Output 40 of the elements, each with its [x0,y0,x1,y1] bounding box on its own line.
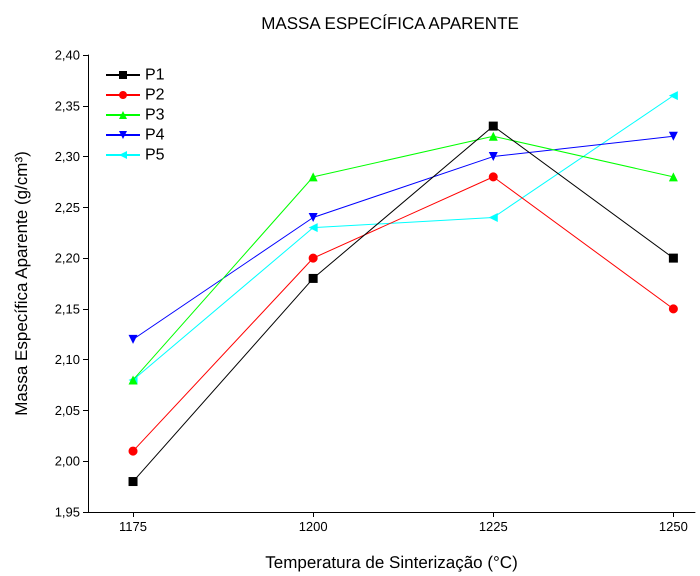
legend-label: P3 [145,106,165,124]
point [668,132,678,141]
chart-title: MASSA ESPECÍFICA APARENTE [261,14,519,33]
legend-label: P4 [145,126,165,144]
point [668,304,678,314]
point [128,446,138,456]
y-axis-title: Massa Específica Aparente (g/cm³) [12,151,31,416]
x-tick-label: 1225 [478,519,508,534]
x-tick-label: 1250 [658,519,688,534]
y-tick-label: 2,20 [54,250,80,266]
y-tick-label: 2,10 [54,352,80,368]
point [668,91,678,100]
y-tick-label: 2,25 [54,200,80,215]
point [488,212,498,222]
legend-label: P5 [145,146,165,164]
point [488,152,498,162]
point [308,172,318,182]
y-tick-label: 2,30 [54,149,80,164]
point [488,122,498,131]
y-tick-label: 1,95 [54,504,80,520]
point [308,212,318,222]
y-tick-label: 2,15 [54,301,80,316]
x-axis-title: Temperatura de Sinterização (°C) [265,553,518,572]
point [128,477,138,486]
x-tick-label: 1200 [298,519,328,534]
point [668,254,678,263]
point [128,334,138,344]
legend-label: P2 [145,86,165,104]
point [308,223,318,232]
y-tick-label: 2,40 [54,48,80,62]
point [308,274,318,283]
y-tick-label: 2,00 [54,454,80,469]
x-tick-label: 1175 [119,519,148,534]
legend-label: P1 [145,66,165,84]
point [668,172,678,182]
point [488,132,498,141]
point [488,172,498,182]
y-tick-label: 2,35 [54,98,80,114]
y-tick-label: 2,05 [54,402,80,418]
point [308,254,318,263]
